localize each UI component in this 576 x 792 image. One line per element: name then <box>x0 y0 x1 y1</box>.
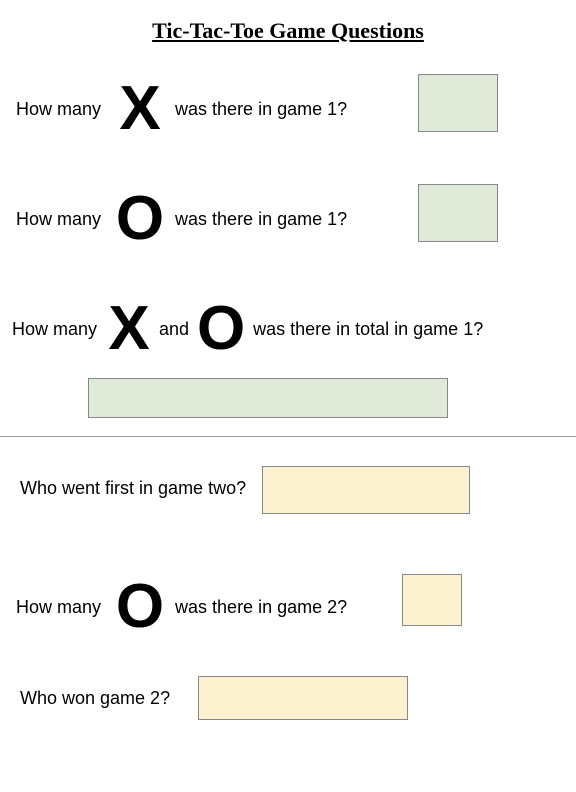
question-5: How many O was there in game 2? <box>0 576 576 638</box>
answer-box-q1[interactable] <box>418 74 498 132</box>
q5-pre: How many <box>16 597 101 618</box>
answer-box-q4[interactable] <box>262 466 470 514</box>
question-3: How many X and O was there in total in g… <box>0 298 576 360</box>
page-title: Tic-Tac-Toe Game Questions <box>0 0 576 54</box>
q2-post: was there in game 1? <box>175 209 347 230</box>
o-icon: O <box>111 188 169 250</box>
question-2: How many O was there in game 1? <box>0 188 576 250</box>
q3-pre: How many <box>12 319 97 340</box>
q5-post: was there in game 2? <box>175 597 347 618</box>
q1-post: was there in game 1? <box>175 99 347 120</box>
question-1: How many X was there in game 1? <box>0 78 576 140</box>
section-divider <box>0 436 576 437</box>
x-icon: X <box>111 78 169 140</box>
q1-pre: How many <box>16 99 101 120</box>
answer-box-q5[interactable] <box>402 574 462 626</box>
o-icon: O <box>195 298 247 360</box>
q6-text: Who won game 2? <box>20 688 170 709</box>
answer-box-q6[interactable] <box>198 676 408 720</box>
answer-box-q3[interactable] <box>88 378 448 418</box>
q3-post: was there in total in game 1? <box>253 319 483 340</box>
o-icon: O <box>111 576 169 638</box>
x-icon: X <box>103 298 155 360</box>
question-6: Who won game 2? <box>0 688 576 709</box>
answer-box-q2[interactable] <box>418 184 498 242</box>
question-4: Who went first in game two? <box>0 478 576 499</box>
q2-pre: How many <box>16 209 101 230</box>
q3-mid: and <box>159 319 189 340</box>
q4-text: Who went first in game two? <box>20 478 246 499</box>
